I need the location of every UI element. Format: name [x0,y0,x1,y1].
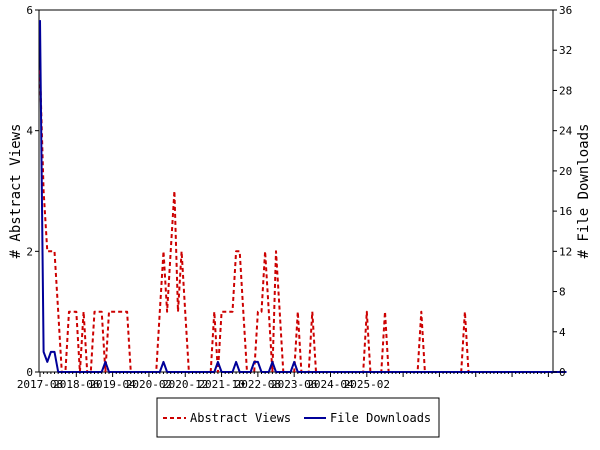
right-axis-tick-label: 16 [559,205,572,218]
legend: Abstract Views File Downloads [156,397,440,438]
legend-label-file-downloads: File Downloads [330,411,431,425]
x-axis-tick-label: 2020-02 [126,378,172,391]
series-line-abstract-views [39,70,552,373]
x-axis-tick-label: 2018-06 [53,378,99,391]
axes-layer: 0246048121620242832362017-082018-062019-… [17,4,573,391]
x-axis-tick-label: 2021-10 [198,378,244,391]
left-axis-tick-label: 2 [26,245,33,258]
left-axis-title: # Abstract Views [8,124,24,259]
x-axis-tick-label: 2022-08 [235,378,281,391]
right-axis-tick-label: 8 [559,286,566,299]
left-axis-tick-label: 0 [26,366,33,379]
right-axis-tick-label: 0 [559,366,566,379]
left-axis-tick-label: 6 [26,4,33,17]
right-axis-tick-label: 12 [559,245,572,258]
x-axis-tick-label: 2020-12 [162,378,208,391]
right-axis-title: # File Downloads [576,124,592,259]
x-axis-tick-label: 2019-04 [89,378,136,391]
right-axis-tick-label: 4 [559,326,566,339]
right-axis-tick-label: 20 [559,165,572,178]
plot-area [38,9,554,373]
x-axis-tick-label: 2023-06 [271,378,317,391]
right-axis-tick-label: 36 [559,4,572,17]
series-layer [39,20,567,373]
x-axis-tick-label: 2024-04 [307,378,354,391]
left-axis-tick-label: 4 [26,125,33,138]
x-axis-tick-label: 2025-02 [344,378,390,391]
right-axis-tick-label: 28 [559,84,572,97]
x-axis-tick-label: 2017-08 [17,378,63,391]
legend-label-abstract-views: Abstract Views [190,411,291,425]
series-line-file-downloads [39,20,567,373]
right-axis-tick-label: 32 [559,44,572,57]
legend-box [156,397,440,438]
right-axis-tick-label: 24 [559,125,573,138]
